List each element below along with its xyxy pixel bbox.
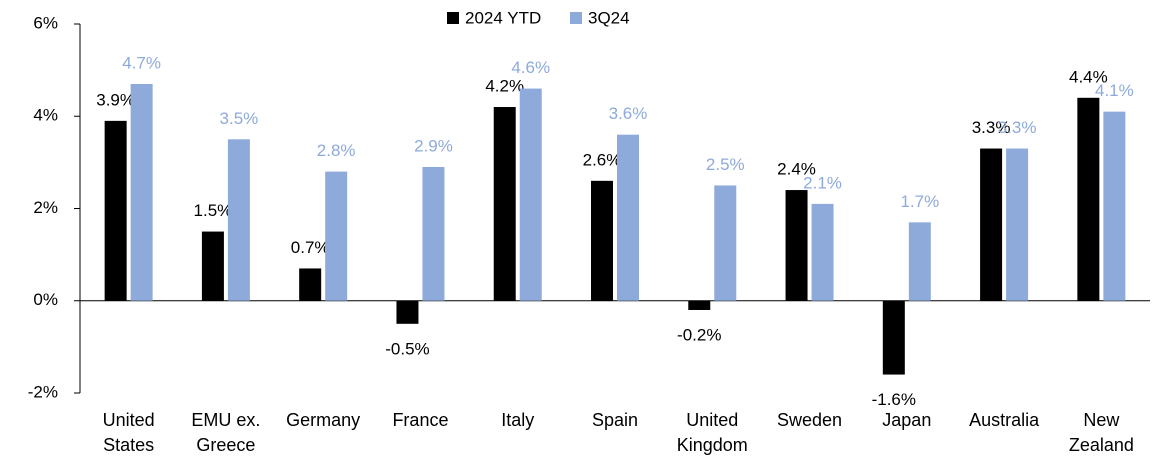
value-label: 2.1% — [803, 173, 842, 192]
x-tick-label: Germany — [286, 410, 361, 430]
value-label: 2.5% — [706, 155, 745, 174]
bar — [714, 185, 737, 301]
x-tick-label: Australia — [969, 410, 1040, 430]
x-tick-label: Italy — [501, 410, 535, 430]
bar — [617, 134, 639, 301]
x-tick-label: Spain — [591, 410, 639, 430]
value-label: 0.7% — [291, 238, 330, 257]
value-label: 1.5% — [194, 201, 233, 220]
legend-label: 3Q24 — [588, 8, 630, 27]
value-label: 3.6% — [609, 104, 648, 123]
value-label: 4.6% — [511, 58, 550, 77]
x-tick-label: United Kingdom — [676, 410, 748, 455]
legend-label: 2024 YTD — [465, 8, 541, 27]
bar — [591, 180, 613, 301]
legend-swatch — [447, 12, 459, 24]
x-tick-label: France — [392, 410, 449, 430]
value-label: 3.9% — [96, 90, 135, 109]
bar — [201, 231, 224, 301]
y-tick-label: 4% — [33, 106, 58, 125]
x-tick-label: United States — [102, 410, 155, 455]
bar — [519, 88, 542, 301]
value-label: -0.2% — [677, 325, 721, 344]
bar — [130, 83, 153, 301]
x-tick-label: EMU ex. Greece — [191, 410, 261, 455]
value-label: 1.7% — [900, 192, 939, 211]
value-label: 2.9% — [414, 136, 453, 155]
value-label: 4.1% — [1095, 81, 1134, 100]
bar — [1103, 111, 1126, 301]
x-tick-label: Japan — [882, 410, 932, 430]
bar — [980, 148, 1003, 301]
value-label: -1.6% — [872, 390, 916, 409]
y-tick-label: 0% — [33, 290, 58, 309]
value-label: 4.7% — [122, 53, 161, 72]
bar — [785, 190, 808, 301]
bar — [104, 120, 127, 301]
value-label: 2.6% — [583, 150, 622, 169]
legend-swatch — [570, 12, 582, 24]
value-label: 2.4% — [777, 160, 816, 179]
y-tick-label: -2% — [28, 382, 58, 401]
value-label: 4.4% — [1069, 67, 1108, 86]
bar — [882, 300, 905, 375]
bar — [396, 300, 419, 324]
bar — [227, 139, 250, 301]
bar — [1006, 148, 1029, 301]
bar — [1077, 97, 1100, 301]
bar — [811, 203, 834, 301]
value-label: 3.5% — [220, 109, 259, 128]
bar — [325, 171, 348, 301]
bar — [422, 166, 445, 301]
x-tick-label: New Zealand — [1068, 410, 1134, 455]
value-label: 2.8% — [317, 141, 356, 160]
bar — [493, 107, 516, 301]
y-tick-label: 6% — [33, 13, 58, 32]
value-label: 3.3% — [998, 118, 1037, 137]
value-label: 4.2% — [485, 77, 524, 96]
value-label: -0.5% — [385, 339, 429, 358]
bar — [688, 300, 711, 310]
x-tick-label: Sweden — [777, 410, 843, 430]
y-tick-label: 2% — [33, 198, 58, 217]
bar — [299, 268, 322, 301]
value-label: 3.3% — [972, 118, 1011, 137]
bar — [908, 222, 931, 301]
